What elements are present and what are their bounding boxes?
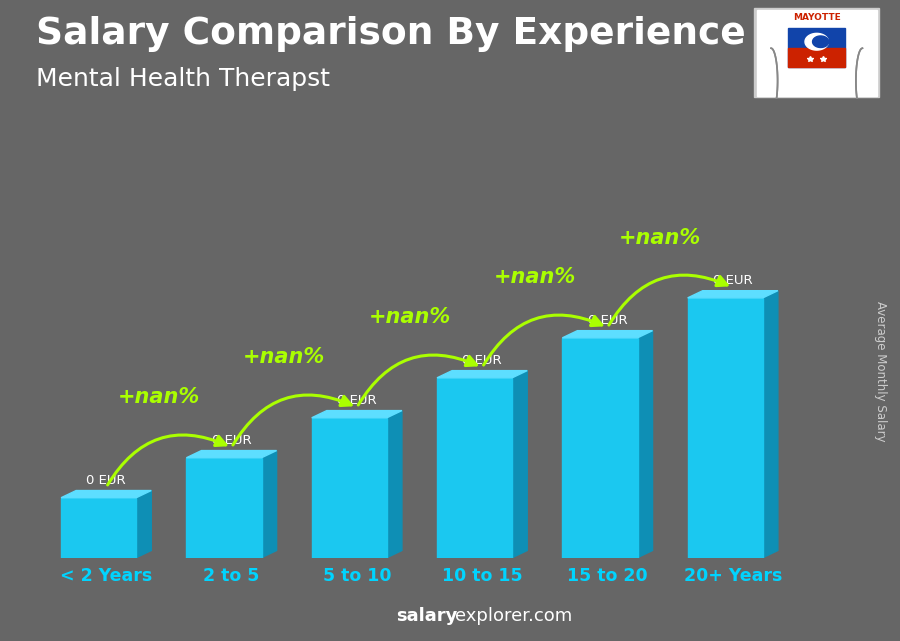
Text: +nan%: +nan% [118,387,200,408]
Text: 0 EUR: 0 EUR [212,435,251,447]
Text: salary: salary [396,607,457,625]
Bar [61,497,136,558]
Polygon shape [763,290,778,558]
Polygon shape [437,370,527,378]
Polygon shape [262,451,276,558]
Polygon shape [61,490,151,497]
Bar [688,298,763,558]
Bar [437,378,512,558]
Text: Salary Comparison By Experience: Salary Comparison By Experience [36,16,746,52]
Bar [311,418,387,558]
Text: 0 EUR: 0 EUR [337,394,376,408]
Text: 0 EUR: 0 EUR [86,474,126,487]
Polygon shape [805,33,828,50]
Polygon shape [387,411,402,558]
Bar [562,338,637,558]
Text: 0 EUR: 0 EUR [588,315,627,328]
Text: +nan%: +nan% [243,347,325,367]
Bar [788,28,845,67]
Text: Average Monthly Salary: Average Monthly Salary [874,301,886,442]
Text: Mental Health Therapst: Mental Health Therapst [36,67,330,91]
Text: explorer.com: explorer.com [454,607,572,625]
Text: +nan%: +nan% [368,308,451,328]
Polygon shape [136,490,151,558]
Polygon shape [186,451,276,458]
Text: +nan%: +nan% [493,267,576,287]
Text: MAYOTTE: MAYOTTE [793,13,841,22]
Polygon shape [813,36,828,47]
Polygon shape [688,290,778,298]
Text: 0 EUR: 0 EUR [713,274,752,287]
Bar [788,48,845,67]
Text: +nan%: +nan% [619,228,701,247]
Polygon shape [311,411,402,418]
Polygon shape [637,331,652,558]
Polygon shape [512,370,527,558]
Bar [186,458,262,558]
Text: 0 EUR: 0 EUR [463,354,502,367]
Polygon shape [562,331,652,338]
